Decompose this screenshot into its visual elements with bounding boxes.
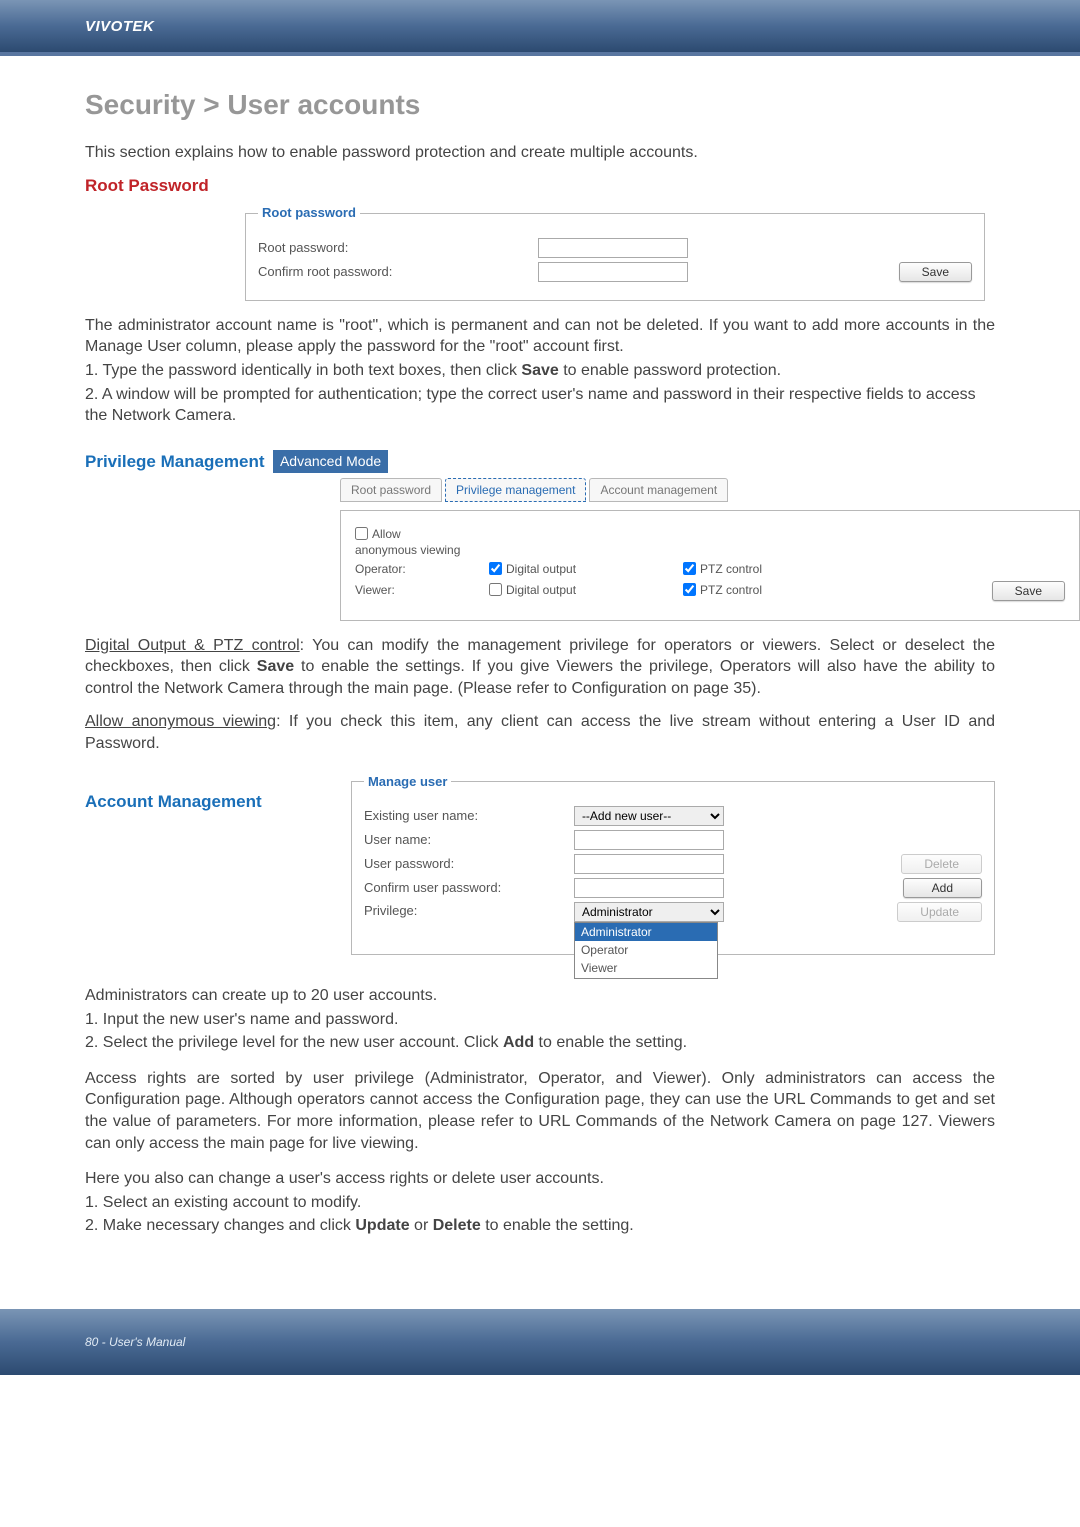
t: PTZ control	[700, 583, 762, 597]
confirmpw-input[interactable]	[574, 878, 724, 898]
t: Digital output	[506, 562, 576, 576]
change-step-1: 1. Select an existing account to modify.	[85, 1192, 995, 1214]
delete-button[interactable]: Delete	[901, 854, 982, 874]
viewer-row: Viewer: Digital output PTZ control Save	[355, 581, 1065, 601]
acct-step-1: 1. Input the new user's name and passwor…	[85, 1009, 995, 1031]
priv-tabs: Root password Privilege management Accou…	[340, 478, 1080, 502]
change-lead: Here you also can change a user's access…	[85, 1168, 995, 1190]
acct-heading: Account Management	[85, 791, 262, 814]
priv-heading-row: Privilege Management Advanced Mode	[85, 429, 995, 474]
change-step-2: 2. Make necessary changes and click Upda…	[85, 1215, 995, 1237]
anon-para: Allow anonymous viewing: If you check th…	[85, 711, 995, 754]
root-pw-row: Root password:	[258, 238, 972, 258]
root-step-1: 1. Type the password identically in both…	[85, 360, 995, 382]
username-input[interactable]	[574, 830, 724, 850]
userpw-label: User password:	[364, 855, 574, 873]
root-password-fieldset: Root password Root password: Confirm roo…	[245, 204, 985, 301]
t: 1. Type the password identically in both…	[85, 362, 521, 379]
existing-label: Existing user name:	[364, 807, 574, 825]
page-title: Security > User accounts	[85, 86, 995, 124]
manage-legend: Manage user	[364, 773, 451, 791]
t: to enable password protection.	[559, 362, 781, 379]
root-para: The administrator account name is "root"…	[85, 315, 995, 358]
acct-steps: 1. Input the new user's name and passwor…	[85, 1009, 995, 1054]
username-label: User name:	[364, 831, 574, 849]
root-password-heading: Root Password	[85, 175, 995, 198]
operator-label: Operator:	[355, 561, 465, 577]
t: PTZ control	[700, 562, 762, 576]
root-pw-input[interactable]	[538, 238, 688, 258]
acct-lead: Administrators can create up to 20 user …	[85, 985, 995, 1007]
root-legend: Root password	[258, 204, 360, 222]
rights-para: Access rights are sorted by user privile…	[85, 1068, 995, 1154]
priv-save-button[interactable]: Save	[992, 581, 1065, 601]
dptz-para: Digital Output & PTZ control: You can mo…	[85, 635, 995, 700]
t: Save	[521, 362, 558, 379]
add-button[interactable]: Add	[903, 878, 982, 898]
footer-band: 80 - User's Manual	[0, 1309, 1080, 1375]
priv-opt-operator[interactable]: Operator	[575, 941, 717, 959]
viewer-digital-checkbox[interactable]	[489, 583, 502, 596]
privilege-label: Privilege:	[364, 902, 574, 920]
privilege-dropdown-open: Administrator Operator Viewer	[574, 922, 718, 979]
acct-step-2: 2. Select the privilege level for the ne…	[85, 1032, 995, 1054]
t: Digital Output & PTZ control	[85, 637, 300, 654]
t: 2. Make necessary changes and click	[85, 1217, 355, 1234]
change-steps: 1. Select an existing account to modify.…	[85, 1192, 995, 1237]
privilege-select[interactable]: Administrator Administrator Operator Vie…	[574, 902, 724, 922]
brand-label: VIVOTEK	[85, 18, 154, 35]
root-confirm-input[interactable]	[538, 262, 688, 282]
t: 2. Select the privilege level for the ne…	[85, 1034, 503, 1051]
root-pw-label: Root password:	[258, 239, 538, 257]
priv-grid: Allow anonymous viewing Operator: Digita…	[340, 510, 1080, 621]
allow-anon-checkbox[interactable]	[355, 527, 368, 540]
existing-user-select[interactable]: --Add new user--	[574, 806, 724, 826]
t: to enable the setting.	[481, 1217, 634, 1234]
t: Delete	[433, 1217, 481, 1234]
t: Update	[355, 1217, 409, 1234]
operator-row: Operator: Digital output PTZ control	[355, 561, 1065, 577]
t: Save	[257, 658, 294, 675]
root-confirm-label: Confirm root password:	[258, 263, 538, 281]
manage-user-fieldset: Manage user Existing user name: --Add ne…	[351, 773, 995, 956]
allow-anon-label: Allow anonymous viewing	[355, 527, 460, 557]
content: Security > User accounts This section ex…	[0, 56, 1080, 1279]
priv-opt-admin[interactable]: Administrator	[575, 923, 717, 941]
root-confirm-row: Confirm root password: Save	[258, 262, 972, 282]
operator-digital-checkbox[interactable]	[489, 562, 502, 575]
tab-root-password[interactable]: Root password	[340, 478, 442, 502]
acct-row: Account Management Manage user Existing …	[85, 773, 995, 956]
t: or	[410, 1217, 433, 1234]
root-save-button[interactable]: Save	[899, 262, 972, 282]
viewer-label: Viewer:	[355, 582, 465, 598]
t: Add	[503, 1034, 534, 1051]
tab-account-management[interactable]: Account management	[589, 478, 728, 502]
tab-privilege-management[interactable]: Privilege management	[445, 478, 586, 502]
t: Digital output	[506, 583, 576, 597]
root-steps: 1. Type the password identically in both…	[85, 360, 995, 427]
header-band: VIVOTEK	[0, 0, 1080, 52]
priv-panel: Root password Privilege management Accou…	[340, 474, 1080, 621]
userpw-input[interactable]	[574, 854, 724, 874]
t: Allow anonymous viewing	[85, 713, 276, 730]
priv-opt-viewer[interactable]: Viewer	[575, 959, 717, 977]
advanced-mode-badge: Advanced Mode	[273, 450, 388, 473]
root-step-2: 2. A window will be prompted for authent…	[85, 384, 995, 427]
operator-ptz-checkbox[interactable]	[683, 562, 696, 575]
update-button[interactable]: Update	[897, 902, 982, 922]
allow-anon-row: Allow anonymous viewing	[355, 526, 1065, 558]
footer-label: 80 - User's Manual	[85, 1335, 185, 1349]
t: to enable the setting.	[534, 1034, 687, 1051]
viewer-ptz-checkbox[interactable]	[683, 583, 696, 596]
priv-heading: Privilege Management	[85, 451, 265, 474]
confirmpw-label: Confirm user password:	[364, 879, 574, 897]
intro-text: This section explains how to enable pass…	[85, 142, 995, 164]
